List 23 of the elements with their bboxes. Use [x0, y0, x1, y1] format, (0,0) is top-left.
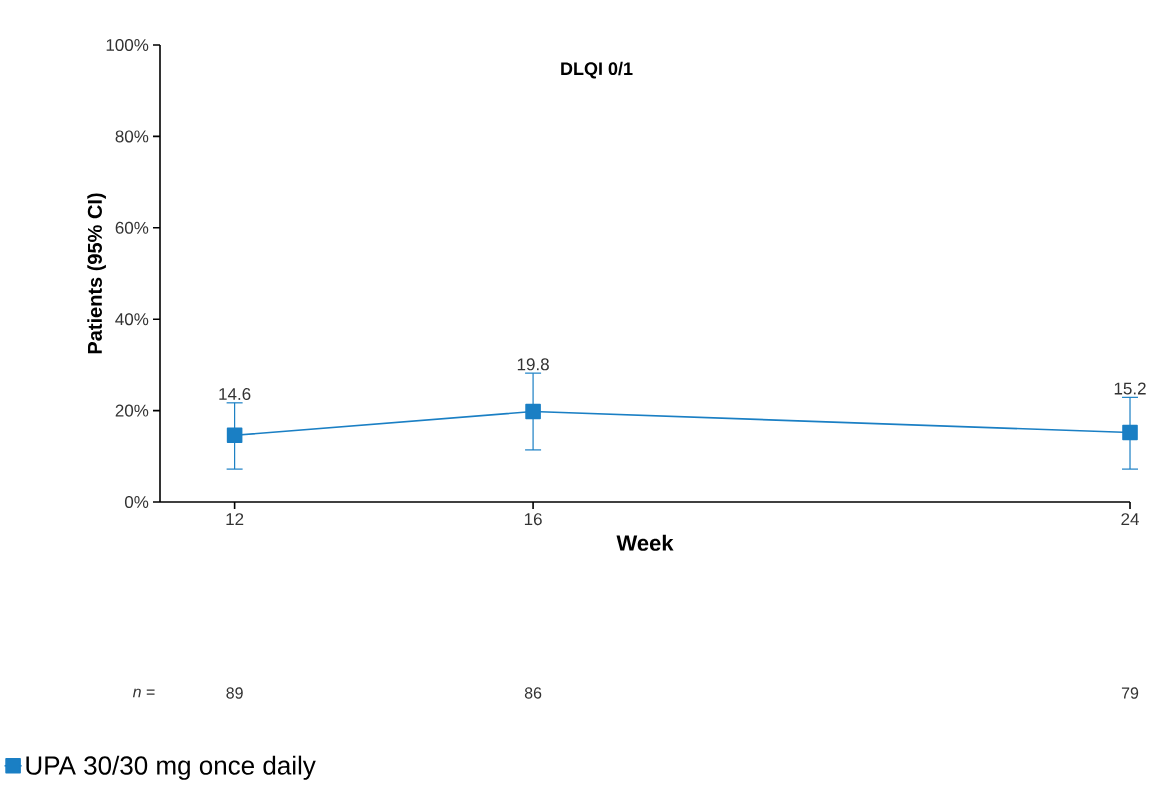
text: 79 [1121, 687, 1139, 699]
data-label: 14.6 [219, 387, 251, 401]
y-axis-title: Patients (95% CI) [87, 193, 106, 354]
text: DLQI 0/1 [561, 61, 633, 79]
data-label: 19.8 [517, 358, 549, 371]
y-tick-label: 100% [106, 38, 149, 52]
y-tick-label: 20% [115, 404, 149, 417]
text: 86 [524, 687, 542, 699]
x-tick-label: 24 [1121, 513, 1139, 526]
data-label: 15.2 [1114, 382, 1146, 395]
legend-label: UPA 30/30 mg once daily [26, 755, 316, 780]
y-tick-label: 60% [115, 221, 149, 234]
point [1122, 424, 1138, 441]
point [226, 427, 243, 444]
point [525, 403, 541, 420]
text: n = [132, 688, 155, 698]
x-tick-label: 12 [226, 513, 244, 526]
x-tick-label: 16 [524, 513, 542, 526]
y-tick-label: 0% [124, 495, 149, 509]
x-axis-title: Week [616, 534, 674, 551]
text: 89 [226, 687, 243, 699]
y-tick-label: 80% [115, 130, 149, 143]
y-tick-label: 40% [115, 313, 149, 326]
